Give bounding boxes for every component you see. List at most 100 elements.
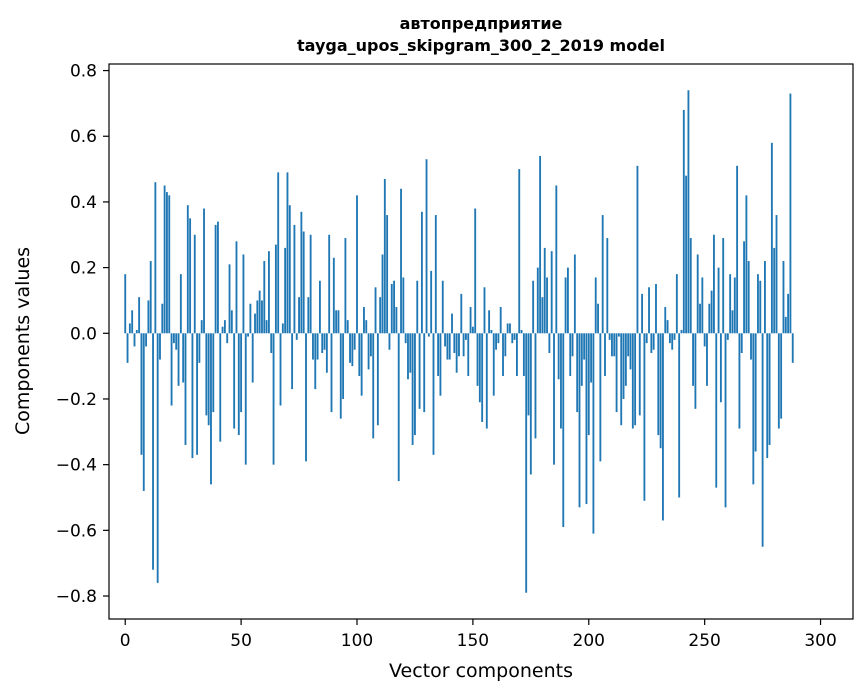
bar — [754, 333, 757, 452]
bar — [680, 330, 683, 334]
bar — [177, 333, 180, 386]
bar — [277, 172, 280, 334]
bar — [358, 333, 361, 376]
bar — [235, 241, 238, 334]
bar — [513, 333, 516, 340]
bar — [780, 333, 783, 419]
bar — [182, 333, 185, 383]
bar — [451, 313, 453, 334]
bar — [546, 277, 548, 334]
bar — [439, 333, 442, 396]
bar — [302, 231, 305, 334]
y-tick-label: −0.2 — [56, 390, 97, 410]
bar — [154, 182, 157, 334]
bar — [682, 109, 685, 334]
bar — [666, 320, 669, 334]
bar — [279, 333, 282, 406]
bar — [604, 333, 606, 376]
bar — [597, 303, 599, 334]
bar — [622, 333, 625, 399]
bar — [386, 215, 389, 334]
bar — [256, 300, 259, 334]
bar — [444, 333, 446, 347]
bar — [407, 333, 409, 380]
bar — [138, 297, 141, 334]
bar — [402, 277, 405, 334]
bar — [511, 333, 514, 344]
bar — [557, 333, 560, 380]
bar — [152, 333, 154, 570]
bar — [414, 333, 416, 436]
bar — [569, 333, 572, 376]
bar — [590, 333, 593, 383]
bar — [657, 333, 660, 436]
bar — [379, 297, 382, 334]
bar — [418, 333, 421, 409]
bar — [217, 221, 219, 334]
bar — [509, 323, 511, 334]
bar — [492, 333, 495, 396]
bar — [381, 254, 384, 334]
bar — [203, 208, 205, 334]
bar — [777, 333, 780, 429]
bar — [393, 280, 396, 334]
bar — [247, 333, 249, 337]
bar — [339, 333, 342, 419]
bar — [344, 238, 347, 334]
bar — [469, 307, 472, 334]
bar — [518, 169, 521, 334]
bar — [465, 333, 467, 340]
bar — [166, 192, 168, 334]
bar — [159, 333, 161, 360]
bar — [685, 175, 688, 334]
bar — [645, 333, 648, 344]
bar — [372, 333, 375, 439]
x-axis-ticks: 0 50 100 150 200 250 300 — [120, 619, 837, 651]
bar — [599, 333, 602, 462]
bar — [516, 333, 518, 376]
bar — [263, 261, 266, 334]
bar — [652, 333, 655, 350]
bar — [601, 215, 604, 334]
bar — [536, 267, 539, 334]
bar — [560, 333, 562, 429]
bar — [163, 185, 166, 334]
bar — [782, 261, 785, 334]
x-axis-label: Vector components — [389, 660, 573, 682]
bar — [427, 333, 430, 337]
bar — [335, 310, 338, 334]
bar — [425, 159, 428, 334]
bar — [186, 205, 189, 334]
bar — [476, 333, 479, 386]
bar — [673, 333, 676, 340]
bar — [580, 333, 583, 386]
bar — [140, 333, 143, 455]
bar — [330, 333, 333, 413]
bar — [261, 300, 263, 334]
bar — [689, 238, 692, 334]
bar — [587, 333, 590, 436]
bar — [300, 211, 303, 334]
bar — [423, 333, 426, 413]
bar — [548, 333, 551, 353]
bar — [286, 172, 289, 334]
bar — [694, 333, 697, 409]
bar — [766, 333, 769, 459]
bar — [752, 333, 755, 485]
bar — [471, 326, 474, 334]
bar — [437, 333, 440, 376]
bar — [390, 284, 393, 334]
x-tick-label: 300 — [804, 631, 836, 651]
bar — [629, 333, 632, 370]
bar — [221, 326, 224, 334]
bar — [520, 330, 523, 334]
bar — [196, 333, 198, 455]
chart-title-line2: tayga_upos_skipgram_300_2_2019 model — [297, 36, 665, 55]
bar — [395, 307, 398, 334]
bar — [699, 303, 701, 334]
bar — [274, 244, 277, 334]
bar — [321, 333, 324, 353]
bar — [135, 330, 138, 334]
bar — [506, 323, 509, 334]
bar — [481, 333, 484, 422]
